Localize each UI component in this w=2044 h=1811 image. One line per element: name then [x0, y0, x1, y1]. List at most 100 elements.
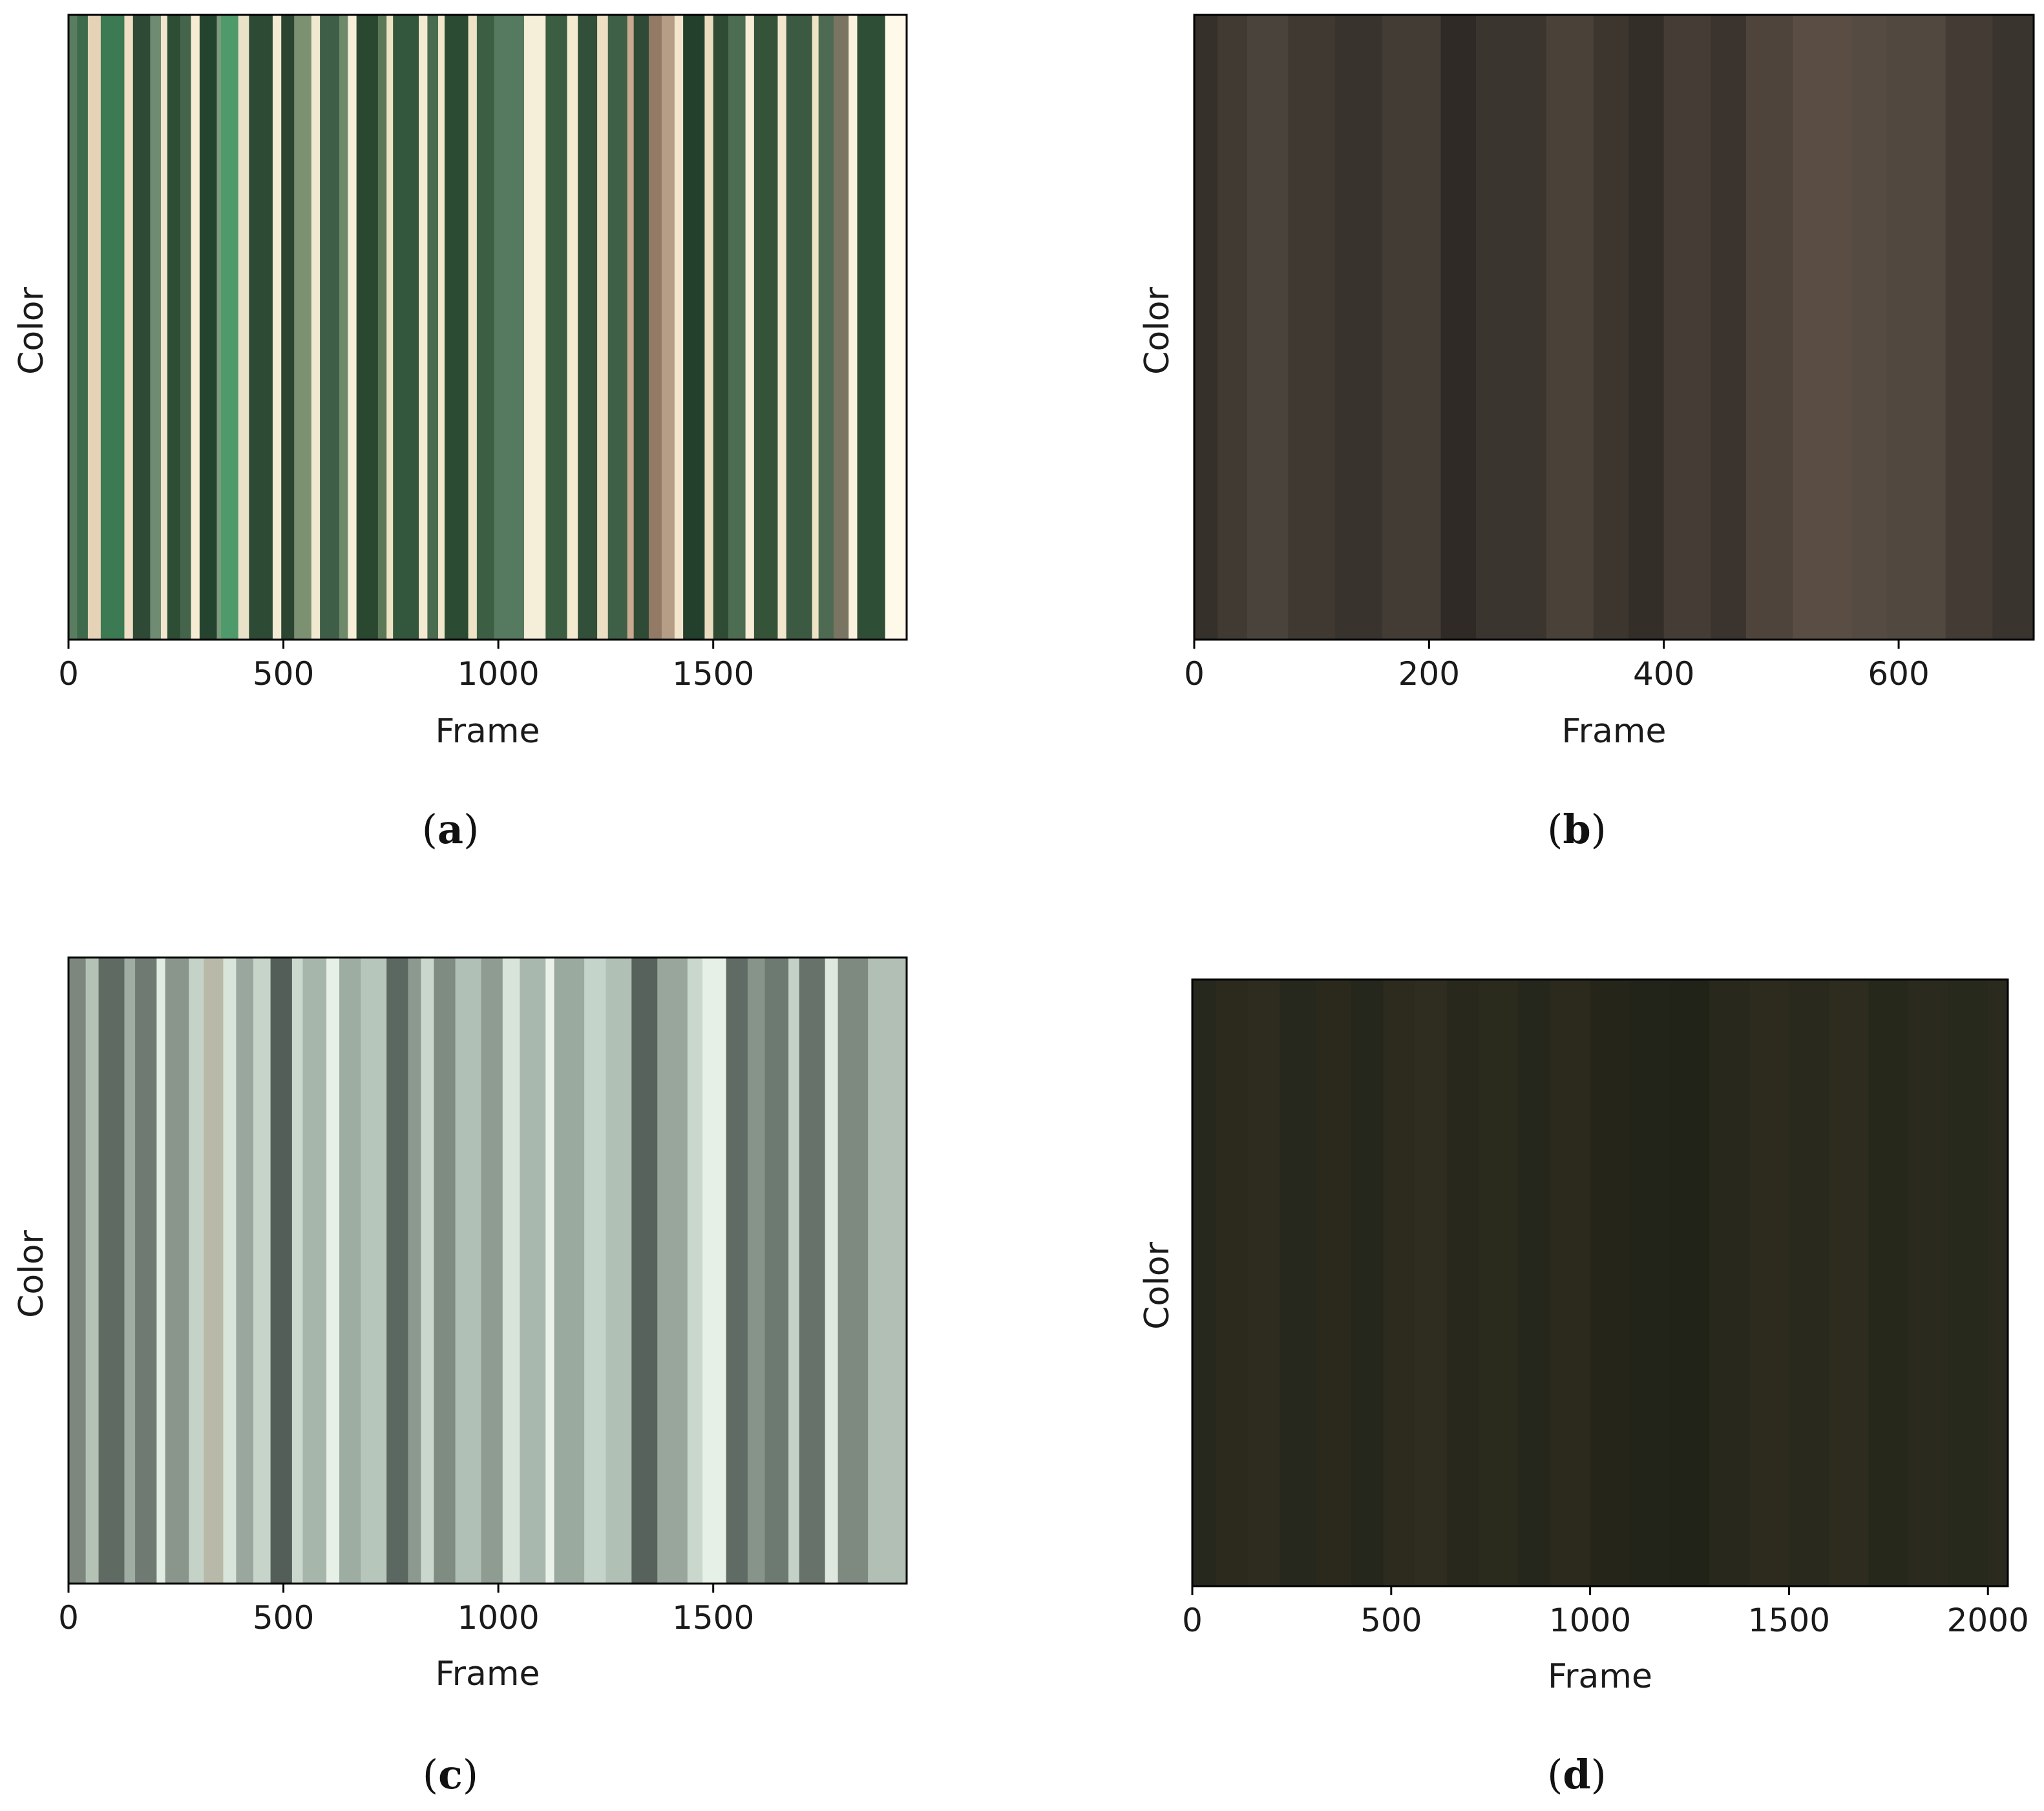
- color-stripe: [468, 15, 478, 640]
- color-stripe: [1382, 15, 1442, 640]
- x-tick-label: 600: [1868, 655, 1929, 693]
- axes-frame: [1193, 14, 2035, 641]
- panel-caption: (d): [1547, 1751, 1607, 1798]
- color-stripe: [419, 15, 428, 640]
- color-stripe: [545, 958, 555, 1584]
- color-stripe: [377, 15, 387, 640]
- x-tick-label: 0: [58, 655, 79, 693]
- color-stripe: [223, 958, 237, 1584]
- color-stripe: [180, 15, 192, 640]
- color-stripe: [674, 15, 684, 640]
- color-stripe: [728, 15, 746, 640]
- color-stripe: [191, 15, 200, 640]
- color-stripe: [165, 958, 189, 1584]
- color-stripe: [455, 958, 482, 1584]
- color-stripe: [189, 958, 205, 1584]
- color-stripe: [687, 958, 703, 1584]
- color-stripe: [607, 15, 628, 640]
- color-stripe: [747, 958, 766, 1584]
- axes-frame: [1191, 978, 2009, 1587]
- x-tick-label: 0: [58, 1599, 79, 1637]
- panel-caption: (c): [423, 1751, 478, 1798]
- color-stripe: [1415, 979, 1448, 1586]
- color-stripe: [726, 958, 748, 1584]
- color-stripe: [777, 15, 787, 640]
- color-stripe: [320, 15, 340, 640]
- color-stripe: [631, 958, 658, 1584]
- color-stripe: [1479, 979, 1519, 1586]
- color-stripe: [270, 958, 293, 1584]
- color-stripe: [1749, 979, 1790, 1586]
- color-stripe: [481, 958, 503, 1584]
- color-stripe: [818, 15, 834, 640]
- panel-caption: (a): [422, 806, 479, 853]
- color-stripe: [1288, 15, 1336, 640]
- color-stripe: [326, 958, 340, 1584]
- axes-frame: [67, 14, 908, 641]
- color-stripe: [578, 15, 598, 640]
- color-stripe: [221, 15, 239, 640]
- color-stripe: [291, 958, 304, 1584]
- panel-b: 0 200 400 600 Frame Color (b): [1138, 14, 2035, 853]
- color-stripe: [584, 958, 607, 1584]
- color-stripe: [704, 15, 714, 640]
- color-stripe: [567, 15, 578, 640]
- color-stripe: [199, 15, 218, 640]
- color-stripe: [356, 15, 379, 640]
- color-stripe: [1886, 15, 1946, 640]
- color-stripe: [848, 15, 858, 640]
- color-stripe: [427, 15, 439, 640]
- color-stripe: [1948, 979, 1988, 1586]
- color-stripe: [1868, 979, 1909, 1586]
- color-stripe: [1908, 979, 1949, 1586]
- color-stripe: [1711, 15, 1747, 640]
- color-stripe: [554, 958, 585, 1584]
- color-stripe: [1440, 15, 1477, 640]
- color-stripe: [204, 958, 224, 1584]
- x-tick-label: 400: [1633, 655, 1694, 693]
- color-stripe: [216, 15, 222, 640]
- color-stripe: [1789, 979, 1829, 1586]
- color-stripe: [68, 958, 87, 1584]
- color-stripe: [1383, 979, 1416, 1586]
- color-stripe: [339, 15, 348, 640]
- color-stripe: [98, 958, 125, 1584]
- color-stripe: [311, 15, 321, 640]
- color-stripe: [135, 958, 157, 1584]
- x-tick-label: 1000: [458, 1599, 540, 1637]
- color-stripe: [253, 958, 271, 1584]
- color-stripe: [825, 958, 839, 1584]
- color-stripe: [788, 958, 800, 1584]
- color-stripe: [1247, 15, 1289, 640]
- color-stripe: [524, 15, 546, 640]
- x-tick-label: 1500: [672, 655, 754, 693]
- x-axis-label: Frame: [435, 712, 540, 751]
- x-tick-label: 1500: [672, 1599, 754, 1637]
- color-stripe: [1992, 15, 2034, 640]
- x-tick-label: 1000: [1549, 1602, 1631, 1639]
- color-stripe: [1518, 979, 1551, 1586]
- x-tick-label: 0: [1182, 1602, 1203, 1639]
- color-stripe: [386, 958, 409, 1584]
- color-stripe: [1709, 979, 1750, 1586]
- color-stripe: [1280, 979, 1316, 1586]
- color-stripe: [408, 958, 421, 1584]
- color-stripe: [1351, 979, 1384, 1586]
- color-stripe: [1851, 15, 1888, 640]
- color-stripe: [597, 15, 609, 640]
- color-stripe: [1628, 15, 1665, 640]
- color-stripe: [1192, 979, 1217, 1586]
- color-stripe: [386, 15, 394, 640]
- color-stripe: [87, 15, 101, 640]
- color-stripe: [657, 958, 688, 1584]
- color-stripe: [348, 15, 357, 640]
- color-stripe: [156, 958, 166, 1584]
- x-axis-label: Frame: [1548, 1657, 1652, 1696]
- color-stripe: [520, 958, 546, 1584]
- y-axis-label: Color: [12, 1230, 51, 1317]
- panel-d: 0 500 1000 1500 2000 Frame Color (d): [1138, 978, 2029, 1798]
- color-stripe: [799, 958, 826, 1584]
- color-stripe: [833, 15, 849, 640]
- color-stripe: [249, 15, 273, 640]
